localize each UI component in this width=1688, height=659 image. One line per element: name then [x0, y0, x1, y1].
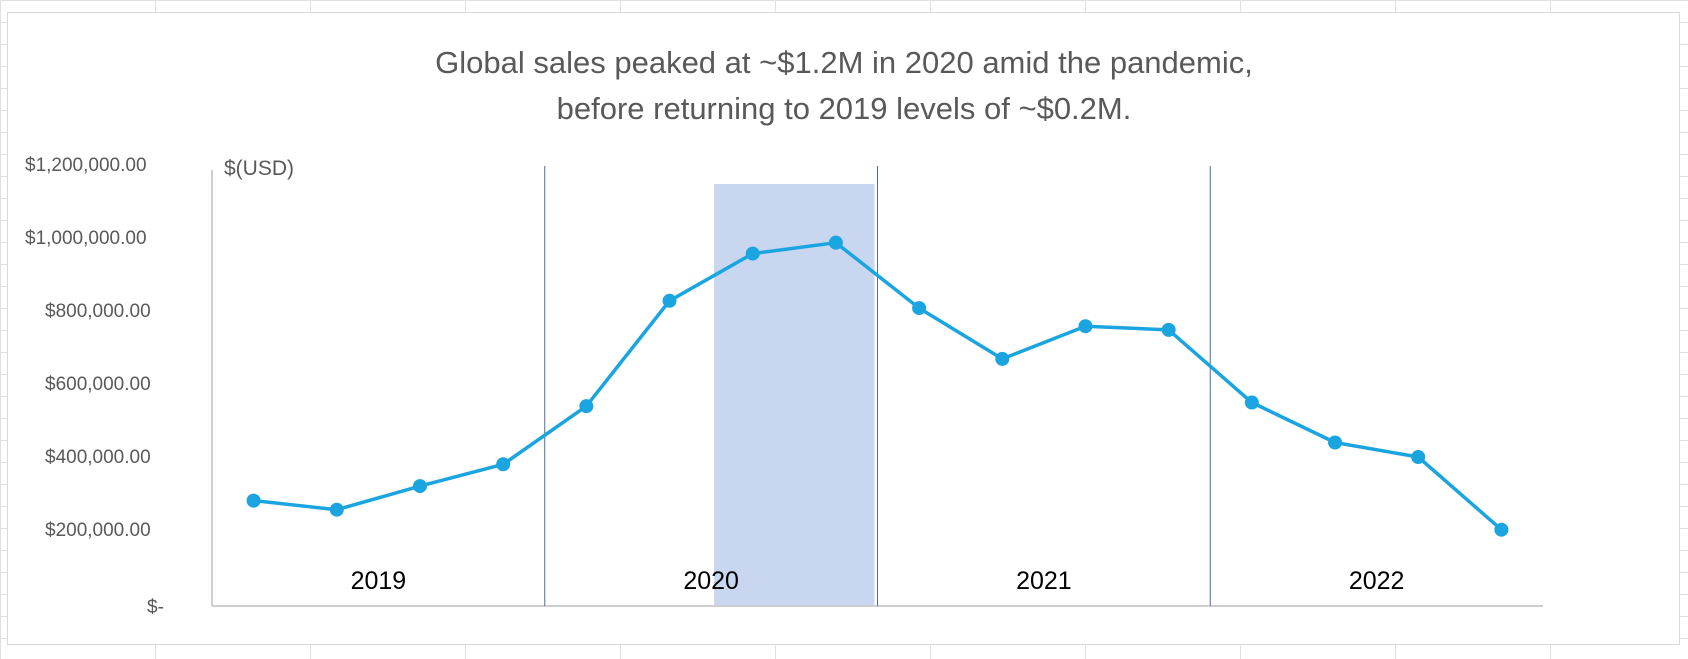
chart-title: Global sales peaked at ~$1.2M in 2020 am… — [435, 45, 1253, 126]
data-point — [1161, 322, 1176, 337]
data-point — [246, 493, 261, 508]
data-point — [1494, 522, 1509, 537]
data-point — [412, 479, 427, 494]
y-tick-label: $- — [147, 597, 164, 618]
y-axis-label: $(USD) — [224, 157, 295, 180]
year-label: 2022 — [1349, 567, 1405, 595]
data-point — [1328, 435, 1343, 450]
y-tick-label: $1,200,000.00 — [25, 155, 147, 176]
y-tick-label: $200,000.00 — [45, 520, 151, 541]
data-point — [995, 351, 1010, 366]
y-tick-label: $1,000,000.00 — [25, 228, 147, 249]
y-tick-label: $400,000.00 — [45, 447, 151, 468]
data-point — [828, 235, 843, 250]
data-point — [1244, 395, 1259, 410]
data-point — [496, 457, 511, 472]
data-point — [1078, 319, 1093, 334]
year-label: 2020 — [683, 567, 739, 595]
data-point — [579, 399, 594, 414]
data-point — [745, 246, 760, 261]
year-label: 2019 — [351, 567, 407, 595]
y-tick-label: $600,000.00 — [45, 374, 151, 395]
year-label: 2021 — [1016, 567, 1072, 595]
sales-line — [253, 240, 1503, 532]
data-point — [1411, 450, 1426, 465]
y-tick-label: $800,000.00 — [45, 301, 151, 322]
data-point — [662, 293, 677, 308]
data-point — [329, 502, 344, 517]
data-point — [912, 301, 927, 316]
